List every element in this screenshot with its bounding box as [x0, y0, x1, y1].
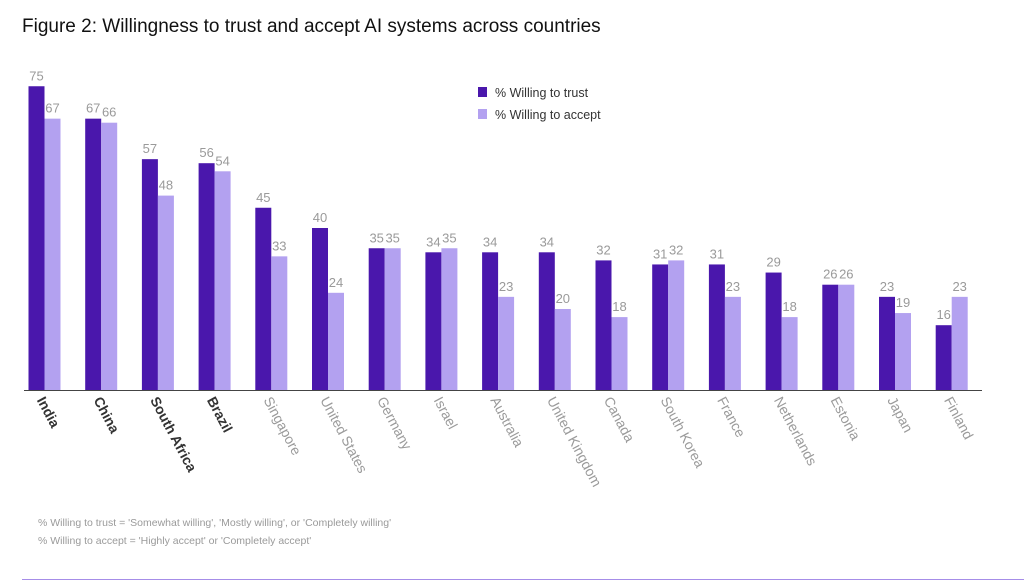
data-label-japan-accept: 19 — [896, 295, 910, 310]
bar-estonia-accept — [838, 284, 855, 390]
data-label-south-korea-trust: 31 — [653, 246, 667, 261]
bar-south-korea-trust — [652, 264, 669, 390]
bar-india-accept — [44, 118, 61, 391]
tick-label-australia: Australia — [487, 394, 527, 450]
data-label-south-korea-accept: 32 — [669, 242, 683, 257]
data-label-united-states-accept: 24 — [329, 275, 343, 290]
data-label-south-africa-accept: 48 — [159, 178, 173, 193]
footnote-accept: % Willing to accept = 'Highly accept' or… — [38, 535, 312, 547]
legend-label-trust: % Willing to trust — [495, 86, 589, 100]
bar-japan-trust — [879, 296, 895, 390]
bar-canada-accept — [611, 317, 628, 390]
data-label-singapore-trust: 45 — [256, 190, 270, 205]
bar-united-states-accept — [328, 292, 344, 390]
tick-label-south-africa: South Africa — [147, 394, 200, 475]
bar-brazil-accept — [214, 171, 231, 390]
data-label-south-africa-trust: 57 — [143, 141, 157, 156]
bar-united-kingdom-accept — [554, 309, 571, 390]
bar-japan-accept — [895, 313, 911, 390]
data-label-estonia-trust: 26 — [823, 267, 837, 282]
tick-label-canada: Canada — [601, 394, 638, 445]
data-label-india-accept: 67 — [45, 101, 59, 116]
data-label-singapore-accept: 33 — [272, 238, 286, 253]
legend-label-accept: % Willing to accept — [495, 108, 601, 122]
data-label-australia-accept: 23 — [499, 279, 513, 294]
bar-united-kingdom-trust — [538, 252, 555, 390]
footnotes: % Willing to trust = 'Somewhat willing',… — [38, 514, 391, 550]
data-label-germany-accept: 35 — [385, 230, 399, 245]
data-label-united-states-trust: 40 — [313, 210, 327, 225]
tick-label-japan: Japan — [884, 394, 916, 435]
tick-label-united-states: United States — [317, 394, 371, 476]
bar-france-trust — [708, 264, 725, 390]
bar-finland-accept — [951, 296, 968, 390]
tick-label-brazil: Brazil — [204, 394, 236, 435]
data-label-france-accept: 23 — [726, 279, 740, 294]
legend-swatch-accept — [478, 109, 487, 119]
tick-label-china: China — [91, 394, 123, 436]
data-label-finland-trust: 16 — [936, 307, 950, 322]
data-label-india-trust: 75 — [29, 68, 43, 83]
tick-label-estonia: Estonia — [828, 394, 864, 443]
tick-label-south-korea: South Korea — [658, 394, 709, 470]
tick-label-germany: Germany — [374, 394, 415, 452]
data-label-united-kingdom-accept: 20 — [556, 291, 570, 306]
tick-label-netherlands: Netherlands — [771, 394, 821, 468]
data-label-netherlands-accept: 18 — [782, 299, 796, 314]
bar-south-africa-trust — [141, 159, 158, 390]
bar-australia-accept — [498, 296, 515, 390]
bar-china-trust — [85, 118, 102, 391]
bar-netherlands-trust — [765, 272, 782, 390]
data-label-germany-trust: 35 — [369, 230, 383, 245]
bottom-rule — [22, 579, 1024, 580]
data-label-brazil-accept: 54 — [215, 153, 229, 168]
bar-brazil-trust — [198, 163, 215, 390]
bar-australia-trust — [482, 252, 499, 390]
data-label-japan-trust: 23 — [880, 279, 894, 294]
bar-singapore-accept — [271, 256, 288, 390]
bar-israel-trust — [425, 252, 442, 390]
bar-india-trust — [28, 86, 45, 390]
data-label-china-trust: 67 — [86, 101, 100, 116]
tick-label-israel: Israel — [431, 394, 461, 432]
data-label-israel-accept: 35 — [442, 230, 456, 245]
bar-israel-accept — [441, 248, 458, 390]
bar-netherlands-accept — [781, 317, 798, 390]
tick-label-france: France — [714, 394, 749, 440]
chart-title: Figure 2: Willingness to trust and accep… — [22, 16, 601, 37]
data-label-netherlands-trust: 29 — [766, 255, 780, 270]
bar-south-africa-accept — [157, 195, 174, 390]
bar-south-korea-accept — [668, 260, 685, 390]
data-label-finland-accept: 23 — [952, 279, 966, 294]
data-label-brazil-trust: 56 — [199, 145, 213, 160]
data-label-united-kingdom-trust: 34 — [540, 234, 554, 249]
data-label-china-accept: 66 — [102, 105, 116, 120]
data-label-canada-accept: 18 — [612, 299, 626, 314]
bar-germany-accept — [384, 248, 401, 390]
bar-singapore-trust — [255, 207, 272, 390]
data-label-israel-trust: 34 — [426, 234, 440, 249]
bar-france-accept — [724, 296, 741, 390]
bar-canada-trust — [595, 260, 612, 390]
data-label-australia-trust: 34 — [483, 234, 497, 249]
bar-united-states-trust — [312, 228, 328, 390]
data-label-canada-trust: 32 — [596, 242, 610, 257]
data-label-france-trust: 31 — [710, 246, 724, 261]
bar-estonia-trust — [822, 284, 839, 390]
data-label-estonia-accept: 26 — [839, 267, 853, 282]
legend-swatch-trust — [478, 87, 487, 97]
tick-label-united-kingdom: United Kingdom — [544, 394, 605, 489]
tick-label-finland: Finland — [941, 394, 977, 442]
footnote-trust: % Willing to trust = 'Somewhat willing',… — [38, 517, 392, 529]
bar-finland-trust — [935, 325, 952, 390]
bar-germany-trust — [368, 248, 385, 390]
tick-label-singapore: Singapore — [261, 394, 305, 458]
bar-china-accept — [101, 122, 118, 390]
tick-label-india: India — [34, 394, 64, 431]
